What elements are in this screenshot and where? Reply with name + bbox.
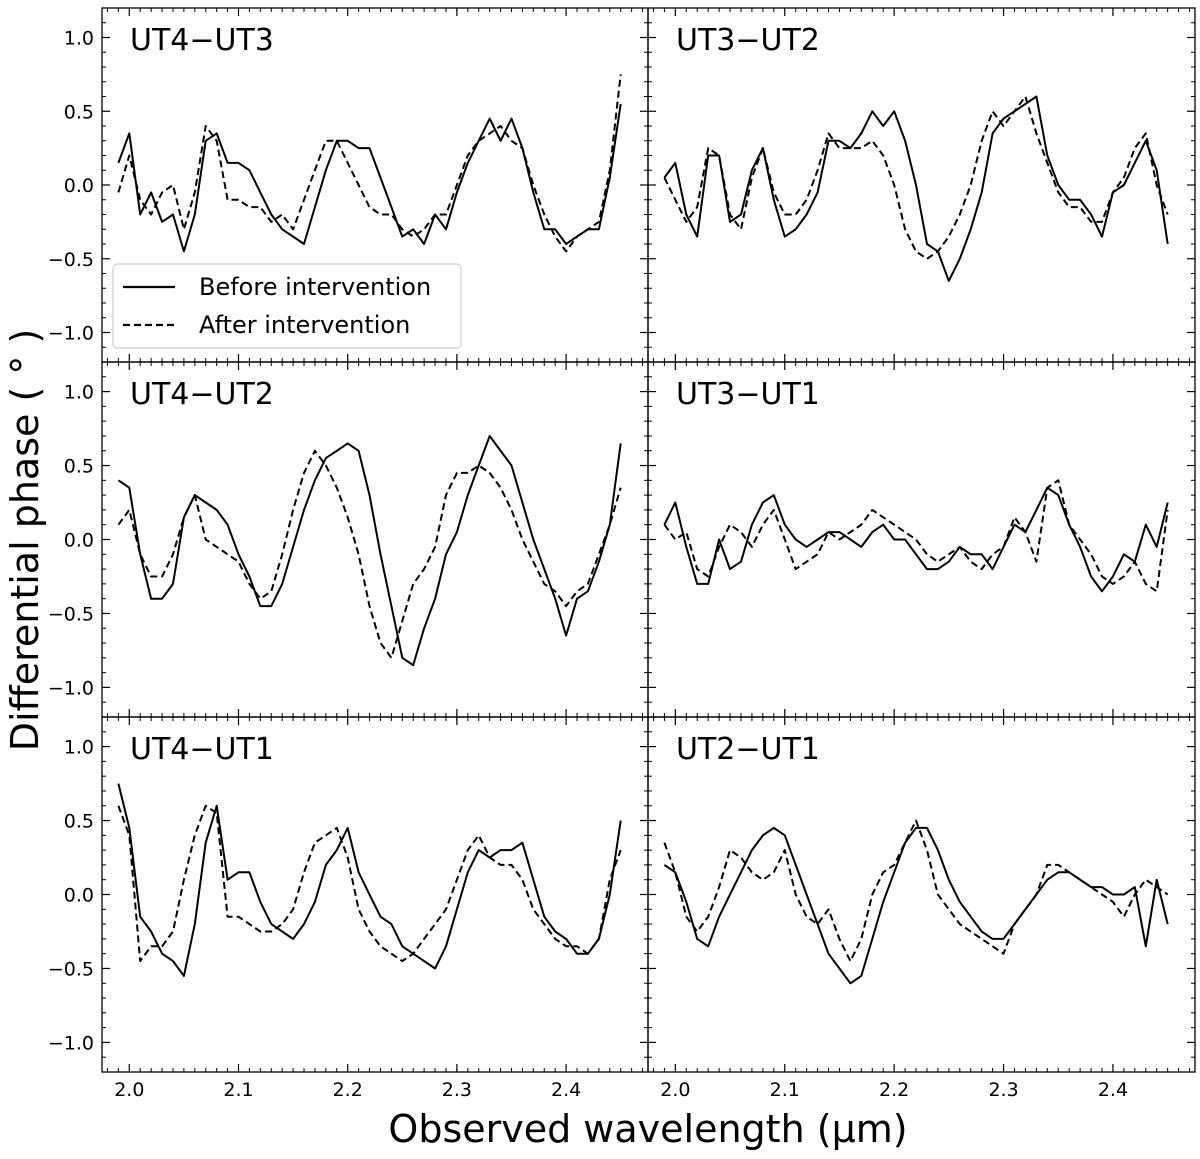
y-tick-label: −1.0 (48, 323, 94, 345)
panel-frame (647, 716, 1196, 1073)
x-tick-label: 2.3 (442, 1079, 472, 1101)
y-axis-title: Differential phase ( ° ) (3, 329, 47, 752)
panel: 2.0 2.1 2.2 2.3 2.4 −1.0 −0.5 0.0 0.5 1.0 UT4−UT1 (48, 716, 649, 1101)
x-tick-label: 2.1 (223, 1079, 253, 1101)
series-line-before (117, 435, 622, 667)
legend-label-before: Before intervention (199, 273, 431, 301)
panel-title: UT3−UT1 (676, 377, 820, 412)
series-line-after (663, 95, 1169, 260)
panel-title: UT3−UT2 (676, 23, 820, 58)
legend-box (112, 263, 462, 349)
x-axis-title: Observed wavelength (μm) (388, 1107, 907, 1151)
series-line-before (117, 783, 622, 977)
x-tick-label: 2.3 (988, 1079, 1018, 1101)
legend-label-after: After intervention (199, 311, 410, 339)
y-tick-label: 1.0 (64, 737, 94, 759)
panel-frame (647, 7, 1196, 363)
y-tick-label: 0.0 (64, 530, 94, 552)
panel-title: UT4−UT3 (130, 23, 274, 58)
x-tick-label: 2.4 (1098, 1079, 1128, 1101)
series-line-before (117, 103, 622, 253)
y-tick-label: −0.5 (48, 249, 94, 271)
y-tick-label: 1.0 (64, 382, 94, 404)
y-tick-label: −0.5 (48, 958, 94, 980)
panel-title: UT4−UT2 (130, 377, 274, 412)
x-tick-label: 2.0 (660, 1079, 690, 1101)
panel: −1.0 −0.5 0.0 0.5 1.0 UT4−UT3 (48, 7, 649, 363)
series-line-before (663, 486, 1169, 593)
panel-title: UT4−UT1 (130, 732, 274, 767)
x-tick-label: 2.1 (770, 1079, 800, 1101)
y-tick-label: 0.5 (64, 101, 94, 123)
y-tick-label: 0.5 (64, 811, 94, 833)
panel-frame (647, 361, 1196, 718)
series-line-after (117, 74, 622, 253)
panel-title: UT2−UT1 (676, 732, 820, 767)
panel: −1.0 −0.5 0.0 0.5 1.0 UT4−UT2 (48, 361, 649, 718)
y-tick-label: 0.0 (64, 175, 94, 197)
x-tick-label: 2.0 (114, 1079, 144, 1101)
panel: UT3−UT2 (647, 7, 1196, 363)
series-line-after (117, 449, 622, 659)
y-tick-label: −0.5 (48, 603, 94, 625)
panel: 2.0 2.1 2.2 2.3 2.4 UT2−UT1 (647, 716, 1196, 1101)
y-tick-label: −1.0 (48, 677, 94, 699)
y-tick-label: −1.0 (48, 1032, 94, 1054)
series-line-after (663, 479, 1169, 593)
panel-grid: −1.0 −0.5 0.0 0.5 1.0 UT4−UT3 UT3−UT2 −1.0 −0.5 0… (48, 7, 1196, 1101)
legend: Before intervention After intervention (112, 263, 462, 349)
series-line-after (663, 819, 1169, 963)
y-tick-label: 0.0 (64, 885, 94, 907)
x-tick-label: 2.2 (879, 1079, 909, 1101)
y-tick-label: 0.5 (64, 456, 94, 478)
series-line-before (663, 95, 1169, 282)
series-line-before (663, 826, 1169, 985)
panel-frame (101, 361, 649, 718)
y-tick-label: 1.0 (64, 28, 94, 50)
panel-frame (101, 716, 649, 1073)
series-line-after (117, 804, 622, 963)
x-tick-label: 2.2 (333, 1079, 363, 1101)
panel: UT3−UT1 (647, 361, 1196, 718)
x-tick-label: 2.4 (551, 1079, 581, 1101)
